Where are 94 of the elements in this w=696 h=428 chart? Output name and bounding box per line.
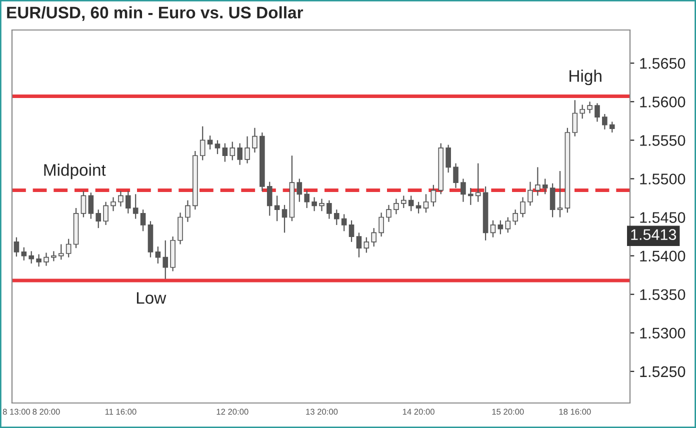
candlestick — [118, 190, 124, 208]
candlestick — [580, 104, 585, 120]
candlestick — [542, 178, 548, 195]
candlestick — [110, 196, 116, 212]
candlestick — [162, 240, 168, 280]
x-tick-label: 15 20:00 — [492, 408, 524, 415]
ref-line-label: Midpoint — [44, 164, 106, 180]
candlestick — [132, 194, 138, 220]
y-tick-label: 1.5500 — [640, 174, 686, 184]
candlestick — [512, 209, 518, 226]
candlestick — [594, 102, 600, 122]
candlestick — [378, 212, 384, 238]
candlestick — [609, 121, 615, 134]
ref-line-label: Low — [136, 292, 166, 304]
candlestick — [408, 195, 414, 212]
candlestick — [386, 204, 392, 222]
candlestick — [96, 209, 102, 229]
candlestick — [58, 244, 64, 260]
y-tick-label: 1.5600 — [640, 96, 686, 108]
candlestick — [28, 250, 34, 264]
candlestick — [14, 236, 20, 258]
candlestick — [416, 201, 422, 214]
candlestick — [155, 246, 161, 264]
chart-title: EUR/USD, 60 min - Euro vs. US Dollar — [7, 6, 304, 21]
candlestick — [394, 198, 399, 215]
candlestick — [371, 228, 377, 248]
candlestick — [178, 212, 183, 245]
candlestick — [356, 232, 362, 258]
x-tick-label: 11 16:00 — [105, 408, 136, 415]
candlestick — [587, 101, 592, 114]
candlestick — [528, 181, 533, 206]
candlestick — [44, 252, 49, 266]
candlestick — [460, 178, 466, 202]
candlestick — [400, 195, 406, 209]
candlestick — [334, 209, 340, 226]
candlestick — [348, 220, 354, 242]
candlestick — [468, 187, 474, 206]
candlestick — [475, 162, 481, 202]
text: 1.5413 — [631, 229, 676, 240]
candlestick — [312, 196, 317, 212]
candlestick — [535, 166, 540, 196]
candlestick — [520, 196, 526, 218]
y-tick-label: 1.5450 — [640, 212, 686, 223]
x-tick-label: 8 13:00 — [2, 408, 30, 415]
candlestick — [80, 190, 86, 218]
candlestick — [326, 200, 332, 220]
candlestick — [66, 238, 72, 258]
candlestick — [88, 192, 94, 220]
ref-line-label: High — [570, 70, 602, 86]
y-tick-label: 1.5250 — [640, 366, 686, 378]
x-tick-label: 18 16:00 — [559, 408, 591, 415]
candlestick — [446, 144, 451, 174]
x-tick-label: 13 20:00 — [306, 408, 338, 415]
x-tick-label: 8 20:00 — [32, 408, 60, 415]
y-tick-label: 1.5350 — [640, 289, 686, 300]
candlestick — [423, 194, 429, 214]
candlestick — [572, 100, 578, 137]
candlestick — [557, 170, 563, 218]
candlestick — [36, 254, 42, 268]
candlestick — [319, 198, 324, 212]
candlestick — [453, 162, 458, 189]
candlestick — [214, 140, 220, 155]
candlestick — [550, 182, 556, 218]
y-tick-label: 1.5300 — [640, 328, 686, 339]
y-tick-label: 1.5550 — [640, 135, 686, 146]
candlestick — [274, 195, 280, 222]
candlestick — [252, 127, 258, 154]
candlestick — [304, 190, 310, 209]
candlestick — [200, 126, 206, 161]
candlestick — [207, 135, 213, 150]
candlestick — [126, 190, 131, 214]
candlestick — [51, 250, 56, 262]
candlestick — [266, 181, 272, 216]
candlestick — [230, 141, 236, 161]
candlestick — [602, 113, 608, 130]
candlestick — [364, 236, 370, 254]
candlestick — [103, 201, 108, 226]
x-tick-label: 14 20:00 — [402, 408, 434, 415]
y-tick-label: 1.5400 — [640, 250, 686, 262]
candlestick — [490, 220, 496, 238]
candlestick — [505, 216, 511, 234]
candlestick — [296, 178, 302, 202]
candlestick — [21, 246, 27, 261]
candlestick — [244, 136, 250, 164]
candlestick — [430, 184, 436, 208]
candlestick — [282, 204, 288, 234]
x-tick-label: 12 20:00 — [216, 408, 248, 415]
y-tick-label: 1.5650 — [640, 58, 686, 69]
candlestick — [498, 220, 504, 235]
candlestick — [222, 142, 228, 162]
candlestick — [185, 200, 190, 222]
candlestick — [237, 142, 242, 166]
candlestick — [140, 209, 146, 232]
candlestick — [341, 214, 347, 232]
